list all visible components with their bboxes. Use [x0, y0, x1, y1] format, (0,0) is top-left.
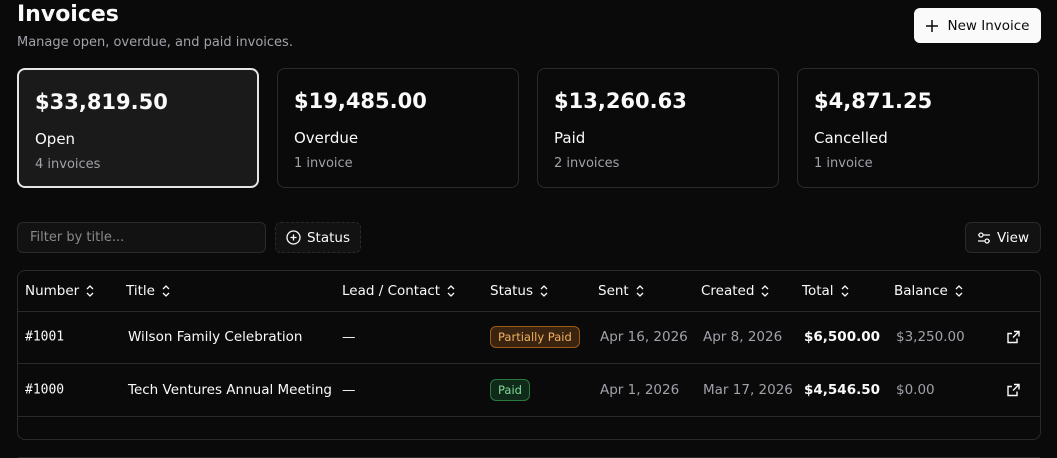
cell-text: #1001	[25, 329, 65, 345]
card-count: 2 invoices	[554, 156, 620, 171]
column-title: Number	[25, 283, 80, 299]
card-count: 1 invoice	[294, 156, 353, 171]
status-filter-button[interactable]: Status	[275, 222, 361, 253]
column-title: Total	[802, 283, 834, 299]
column-header[interactable]: Balance	[894, 283, 964, 299]
table-cell: —	[342, 329, 356, 345]
column-title: Sent	[598, 283, 629, 299]
card-amount: $19,485.00	[294, 89, 427, 113]
plus-icon	[926, 19, 939, 32]
table-cell: Apr 16, 2026	[600, 329, 688, 345]
table-cell: Paid	[490, 379, 530, 401]
sort-icon	[162, 285, 170, 297]
cell-text: Apr 8, 2026	[703, 329, 783, 345]
sort-icon	[540, 285, 548, 297]
card-amount: $4,871.25	[814, 89, 933, 113]
table-cell: #1000	[25, 383, 64, 398]
summary-card[interactable]: $33,819.50 Open 4 invoices	[17, 68, 259, 188]
cell-text: Wilson Family Celebration	[128, 329, 303, 345]
table-row[interactable]: #1001 Wilson Family Celebration — Partially…	[18, 311, 1040, 364]
column-title: Created	[701, 283, 755, 299]
cell-text: #1000	[25, 382, 65, 398]
table-cell: $6,500.00	[804, 329, 880, 345]
cell-text: Apr 16, 2026	[600, 329, 688, 345]
column-title: Lead / Contact	[342, 283, 441, 299]
sort-icon	[447, 285, 455, 297]
table-row[interactable]: #1000 Tech Ventures Annual Meeting — Paid Ap…	[18, 364, 1040, 417]
column-header[interactable]: Number	[25, 283, 95, 299]
table-cell: Apr 1, 2026	[600, 382, 679, 398]
cell-text: —	[342, 329, 356, 345]
table-row[interactable]	[18, 417, 1040, 458]
external-link-icon	[1007, 330, 1020, 344]
table-cell: Mar 17, 2026	[703, 382, 793, 398]
invoice-table: Number Title Lead / Contact Status Sent Creat…	[17, 270, 1041, 458]
new-invoice-button[interactable]: New Invoice	[914, 8, 1041, 43]
column-header[interactable]: Sent	[598, 283, 645, 299]
external-link-icon	[1007, 383, 1020, 397]
table-cell: $0.00	[896, 382, 935, 398]
sort-icon	[86, 285, 94, 297]
sort-icon	[636, 285, 644, 297]
placeholder: Filter by title...	[30, 230, 125, 245]
button-label: View	[996, 229, 1030, 246]
cell-text: Mar 17, 2026	[703, 382, 793, 398]
column-header[interactable]: Created	[701, 283, 770, 299]
cell-text: Tech Ventures Annual Meeting	[128, 382, 332, 398]
card-label: Overdue	[294, 129, 359, 147]
plus-circle-icon	[286, 230, 301, 245]
table-cell: #1001	[25, 330, 64, 345]
button-label: New Invoice	[947, 17, 1030, 34]
column-header[interactable]: Lead / Contact	[342, 283, 456, 299]
cell-text: $3,250.00	[896, 329, 965, 345]
filter-input[interactable]: Filter by title...	[17, 222, 266, 253]
cell-text: $0.00	[896, 382, 935, 398]
card-amount: $13,260.63	[554, 89, 687, 113]
table-cell: —	[342, 382, 356, 398]
page-subtitle: Manage open, overdue, and paid invoices.	[17, 35, 293, 50]
view-button[interactable]: View	[965, 222, 1041, 253]
status-badge: Paid	[490, 379, 530, 401]
cell-text: $6,500.00	[804, 329, 881, 345]
table-cell: Wilson Family Celebration	[128, 329, 302, 345]
page-title: Invoices	[17, 2, 119, 27]
column-header[interactable]: Total	[802, 283, 850, 299]
card-count: 1 invoice	[814, 156, 873, 171]
table-header: Number Title Lead / Contact Status Sent Creat…	[18, 271, 1040, 312]
column-header[interactable]: Title	[126, 283, 171, 299]
table-cell: $4,546.50	[804, 382, 880, 398]
summary-card[interactable]: $19,485.00 Overdue 1 invoice	[277, 68, 519, 188]
cell-text: Apr 1, 2026	[600, 382, 680, 398]
status-badge: Partially Paid	[490, 326, 580, 348]
card-amount: $33,819.50	[35, 90, 168, 114]
cell-text: $4,546.50	[804, 382, 881, 398]
card-label: Cancelled	[814, 129, 888, 147]
summary-card[interactable]: $4,871.25 Cancelled 1 invoice	[797, 68, 1039, 188]
table-cell: Partially Paid	[490, 326, 580, 348]
table-cell: $3,250.00	[896, 329, 965, 345]
open-link[interactable]	[1006, 330, 1021, 345]
table-cell: Tech Ventures Annual Meeting	[128, 382, 332, 398]
card-count: 4 invoices	[35, 157, 101, 172]
column-title: Balance	[894, 283, 948, 299]
table-cell: Apr 8, 2026	[703, 329, 782, 345]
column-title: Title	[126, 283, 155, 299]
sort-icon	[955, 285, 963, 297]
sliders-icon	[977, 231, 990, 244]
sort-icon	[761, 285, 769, 297]
card-label: Paid	[554, 129, 586, 147]
open-link[interactable]	[1006, 383, 1021, 398]
cell-text: —	[342, 382, 356, 398]
button-label: Status	[306, 229, 351, 246]
page: Invoices Manage open, overdue, and paid …	[17, 2, 1041, 458]
column-title: Status	[490, 283, 534, 299]
summary-card[interactable]: $13,260.63 Paid 2 invoices	[537, 68, 779, 188]
card-label: Open	[35, 130, 76, 148]
sort-icon	[841, 285, 848, 297]
column-header[interactable]: Status	[490, 283, 549, 299]
